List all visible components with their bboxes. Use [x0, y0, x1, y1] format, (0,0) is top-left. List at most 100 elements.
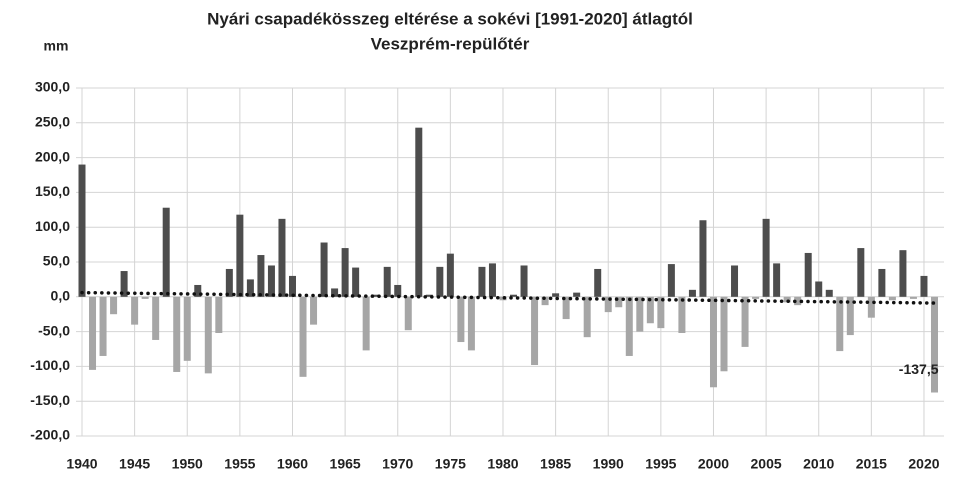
bar	[394, 284, 402, 297]
x-tick-label: 2020	[908, 456, 939, 472]
x-tick-label: 1950	[172, 456, 203, 472]
y-tick-label: 200,0	[35, 148, 70, 164]
x-tick-label: 1995	[645, 456, 676, 472]
bar	[920, 275, 928, 297]
chart-subtitle: Veszprém-repülőtér	[371, 34, 530, 53]
bar	[667, 264, 675, 297]
bar	[625, 296, 633, 356]
bar	[194, 284, 202, 297]
bar	[352, 267, 360, 297]
bar	[257, 255, 265, 297]
bar	[825, 289, 833, 297]
y-tick-label: -200,0	[30, 427, 70, 443]
x-tick-label: 1980	[487, 456, 518, 472]
bar	[857, 248, 865, 297]
bar	[267, 265, 275, 297]
bar	[604, 296, 612, 313]
bar	[615, 296, 623, 308]
bar	[288, 275, 296, 297]
bar	[457, 296, 465, 343]
bar	[520, 265, 528, 297]
y-tick-label: 250,0	[35, 114, 70, 130]
bar	[720, 296, 728, 372]
y-tick-label: -50,0	[38, 322, 70, 338]
bar	[89, 296, 97, 370]
bar	[741, 296, 749, 347]
bar	[131, 296, 139, 325]
bar	[541, 296, 549, 306]
bar	[846, 296, 854, 336]
y-axis-label: mm	[44, 38, 69, 54]
bar	[425, 294, 433, 297]
x-tick-label: 1960	[277, 456, 308, 472]
bar	[762, 218, 770, 297]
x-tick-label: 1955	[224, 456, 255, 472]
bar	[78, 164, 86, 297]
y-tick-label: -100,0	[30, 357, 70, 373]
bar	[510, 294, 518, 297]
y-tick-label: 0,0	[51, 288, 71, 304]
bar	[815, 281, 823, 297]
bar	[183, 296, 191, 361]
bar	[120, 271, 128, 297]
bar	[310, 296, 318, 325]
x-tick-label: 1945	[119, 456, 150, 472]
bar	[415, 127, 423, 297]
bar	[488, 263, 496, 297]
x-tick-label: 1990	[593, 456, 624, 472]
x-tick-label: 1975	[435, 456, 466, 472]
bar	[531, 296, 539, 366]
bar	[110, 296, 118, 315]
bar	[173, 296, 181, 372]
x-tick-label: 1940	[66, 456, 97, 472]
bar	[804, 252, 812, 297]
bar	[562, 296, 570, 320]
bar	[899, 250, 907, 297]
x-tick-label: 1970	[382, 456, 413, 472]
bar	[467, 296, 475, 351]
bar	[320, 242, 328, 297]
bar	[299, 296, 307, 377]
bar	[699, 220, 707, 297]
bar	[373, 294, 381, 297]
chart-title: Nyári csapadékösszeg eltérése a sokévi […	[207, 9, 693, 28]
bar	[931, 296, 938, 393]
bar	[478, 266, 486, 297]
bar	[152, 296, 160, 340]
bar	[162, 207, 170, 297]
bar	[836, 296, 844, 352]
x-tick-label: 1985	[540, 456, 571, 472]
bar	[709, 296, 717, 388]
y-tick-label: -150,0	[30, 392, 70, 408]
bar	[204, 296, 212, 374]
bar	[141, 296, 149, 299]
bar	[362, 296, 370, 351]
x-tick-label: 2015	[856, 456, 887, 472]
bar	[888, 296, 896, 301]
bar	[636, 296, 644, 332]
bar	[731, 265, 739, 297]
bar	[225, 268, 233, 297]
bar	[383, 266, 391, 297]
bar	[794, 296, 802, 306]
bar	[583, 296, 591, 338]
bar	[594, 268, 602, 297]
bar	[867, 296, 875, 318]
bar	[278, 218, 286, 297]
bar	[246, 279, 254, 297]
bar	[878, 268, 886, 297]
x-tick-label: 1965	[330, 456, 361, 472]
bar	[573, 292, 581, 297]
y-tick-label: 300,0	[35, 79, 70, 95]
bar	[404, 296, 412, 331]
y-tick-label: 50,0	[43, 253, 70, 269]
bar	[436, 266, 444, 297]
bar	[773, 263, 781, 297]
bar	[552, 293, 560, 297]
bar	[331, 288, 339, 297]
bar	[341, 248, 349, 297]
bar	[236, 214, 244, 297]
bar	[646, 296, 654, 324]
bar	[688, 289, 696, 297]
